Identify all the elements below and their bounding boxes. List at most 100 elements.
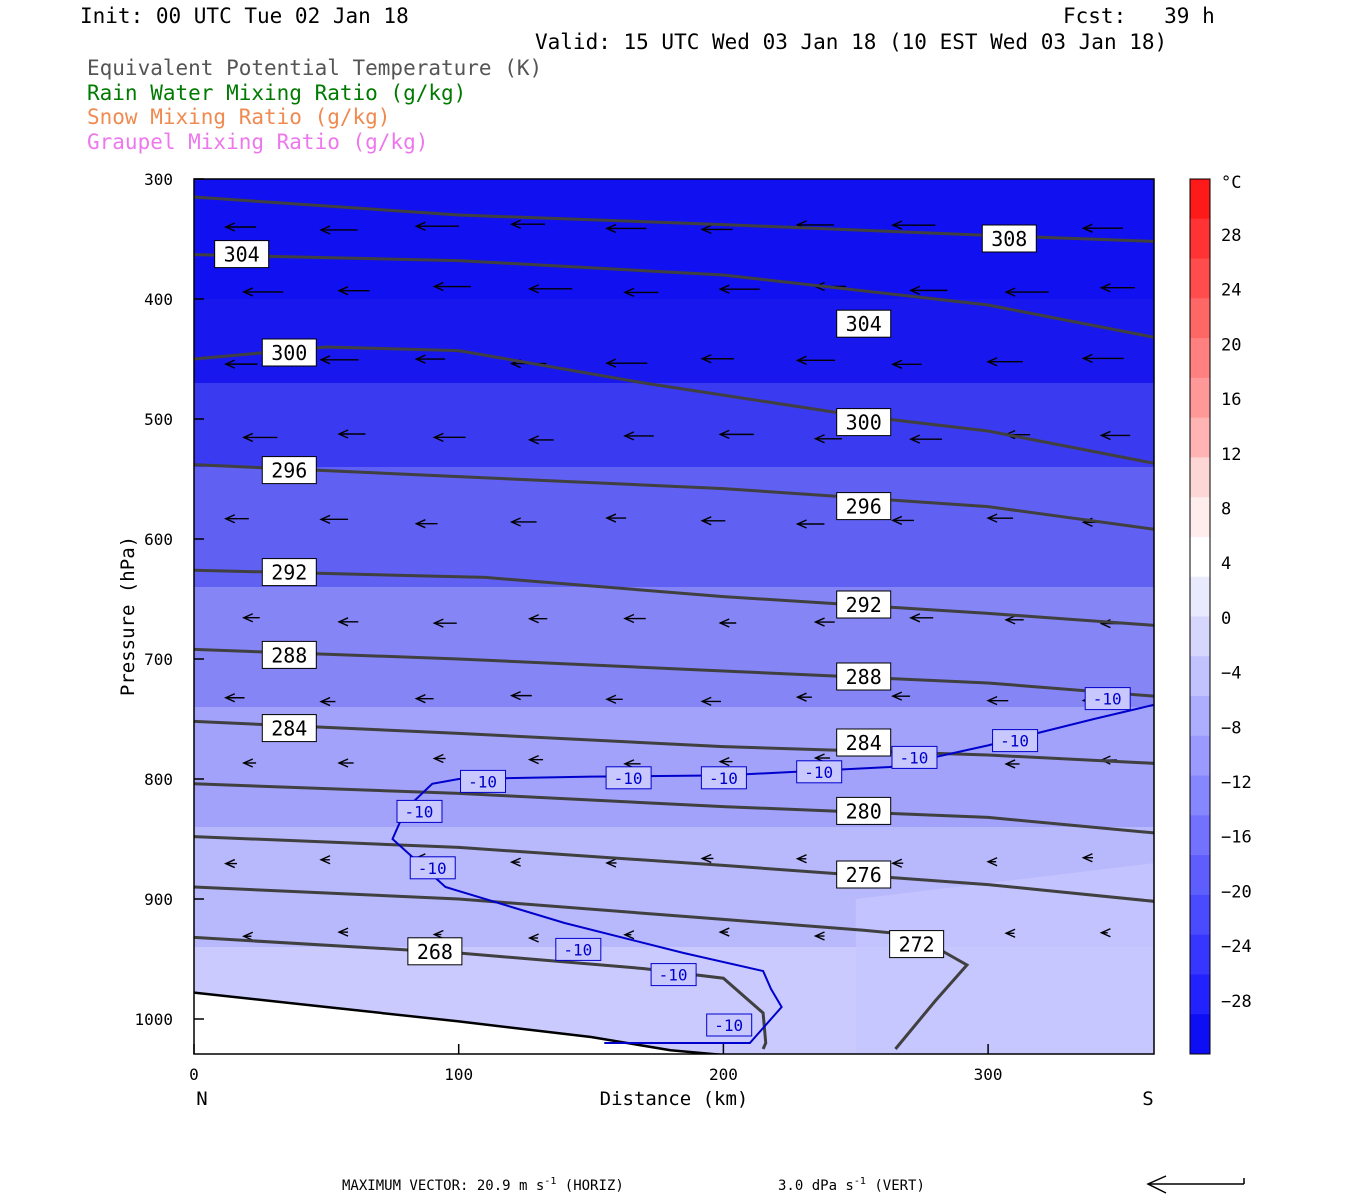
wind-vector-64: [605, 694, 623, 704]
colorbar-swatch-4: [1190, 338, 1210, 379]
max-vector-legend: MAXIMUM VECTOR: 20.9 m s-1 (HORIZ) 3.0 dP…: [342, 1175, 1245, 1194]
theta-e-label-5: 296: [261, 456, 317, 485]
wind-vector-34: [623, 431, 654, 441]
svg-text:300: 300: [846, 411, 882, 435]
wind-vector-71: [337, 758, 354, 768]
y-tick-label-900: 900: [144, 890, 173, 909]
colorbar-frame: [1189, 178, 1211, 1055]
wind-vector-81: [319, 855, 331, 865]
wind-vector-44: [605, 513, 627, 523]
theta-e-label-9: 288: [261, 640, 317, 669]
wind-vector-66: [795, 692, 812, 702]
colorbar-swatch-2: [1190, 258, 1210, 299]
theta-e-label-12: 284: [836, 728, 892, 757]
wind-vector-55: [718, 618, 737, 628]
svg-text:-10: -10: [709, 769, 738, 788]
wind-vector-67: [891, 691, 911, 701]
wind-vector-86: [795, 854, 807, 864]
wind-vector-14: [623, 287, 659, 298]
wind-vector-39: [1099, 430, 1131, 441]
colorbar-tick-5: 8: [1221, 500, 1231, 520]
colorbar-tick-9: −8: [1221, 718, 1241, 738]
x-tick-label-200: 200: [709, 1065, 738, 1084]
wind-vector-51: [337, 617, 359, 627]
wind-vector-9: [1081, 223, 1123, 233]
wind-vector-40: [224, 514, 249, 524]
svg-text:-10: -10: [1093, 690, 1122, 709]
wind-vector-62: [414, 694, 434, 704]
temp-label-7: -10: [396, 799, 443, 823]
wind-vector-50: [242, 613, 260, 623]
wind-vector-96: [813, 931, 825, 941]
theta-e-contour-296: [194, 463, 1154, 531]
shade-band-5: [194, 707, 1154, 828]
y-tick-label-300: 300: [144, 170, 173, 189]
svg-text:-10: -10: [418, 859, 447, 878]
axes: 300 400 500 600 700 800 900 1000 0 100 200 300 Dista…: [117, 170, 1154, 1110]
wind-vector-85: [700, 853, 714, 864]
wind-vector-32: [432, 432, 466, 442]
wind-vector-56: [813, 617, 835, 627]
colorbar-swatch-9: [1190, 536, 1210, 578]
theta-e-label-10: 288: [836, 662, 892, 691]
theta-e-contour-276: [194, 835, 1154, 903]
colorbar-tick-13: −24: [1221, 937, 1252, 957]
svg-text:296: 296: [846, 495, 882, 519]
wind-vector-7: [891, 220, 936, 230]
wind-vector-68: [986, 696, 1009, 706]
x-tick-label-300: 300: [974, 1065, 1003, 1084]
wind-vector-36: [813, 434, 842, 444]
svg-text:-10: -10: [563, 940, 592, 959]
x-axis-right-end: S: [1142, 1088, 1153, 1110]
theta-e-contour-300: [194, 345, 1154, 465]
shade-band-2: [194, 383, 1154, 468]
colorbar-tick-10: −12: [1221, 773, 1252, 793]
wind-vector-78: [1004, 759, 1020, 769]
temp-label-4: -10: [700, 766, 747, 790]
wind-vector-92: [432, 929, 444, 940]
theta-e-label-6: 296: [836, 492, 892, 521]
temp-contour-0: [391, 703, 1154, 1044]
wind-vector-24: [605, 358, 648, 368]
wind-vector-35: [718, 429, 754, 440]
svg-text:276: 276: [846, 863, 882, 887]
wind-vector-1: [319, 225, 358, 235]
theta-e-contour-292: [194, 568, 1154, 627]
wind-vector-95: [718, 927, 730, 937]
svg-text:288: 288: [846, 665, 882, 689]
init-time: Init: 00 UTC Tue 02 Jan 18: [80, 4, 409, 28]
wind-vector-22: [414, 354, 446, 364]
max-vector-arrow: [1146, 1175, 1245, 1194]
y-tick-label-500: 500: [144, 410, 173, 429]
svg-text:304: 304: [224, 243, 260, 267]
contour-labels: 308 304 304 300 300 296 296 292 292 288 288 284 284 2…: [214, 224, 1131, 1037]
wind-vector-2: [414, 221, 459, 231]
wind-vector-57: [909, 613, 934, 623]
wind-vector-80: [224, 858, 237, 869]
colorbar-swatch-17: [1190, 855, 1210, 896]
svg-text:268: 268: [417, 940, 453, 964]
theta-e-label-0: 308: [981, 224, 1037, 253]
wind-vector-87: [891, 858, 904, 868]
theta-e-label-16: 268: [407, 937, 463, 966]
x-axis-left-end: N: [196, 1088, 207, 1110]
wind-vector-19: [1099, 283, 1135, 293]
temp-label-6: -10: [460, 769, 507, 793]
theta-e-label-1: 304: [214, 240, 270, 269]
wind-vector-5: [700, 224, 733, 235]
wind-vector-21: [319, 355, 359, 365]
field-title-2: Snow Mixing Ratio (g/kg): [87, 105, 391, 129]
colorbar-swatch-1: [1190, 218, 1210, 260]
terrain-line: [194, 991, 724, 1054]
wind-vector-45: [700, 516, 726, 526]
wind-vector-25: [700, 354, 734, 364]
field-title-3: Graupel Mixing Ratio (g/kg): [87, 129, 429, 154]
colorbar-tick-0: 28: [1221, 226, 1241, 246]
wind-vector-89: [1081, 853, 1093, 863]
colorbar-tick-11: −16: [1221, 828, 1252, 848]
wind-vector-70: [242, 758, 257, 768]
colorbar-tick-12: −20: [1221, 882, 1252, 902]
wind-vector-26: [795, 355, 835, 365]
colorbar-swatch-20: [1190, 974, 1210, 1015]
